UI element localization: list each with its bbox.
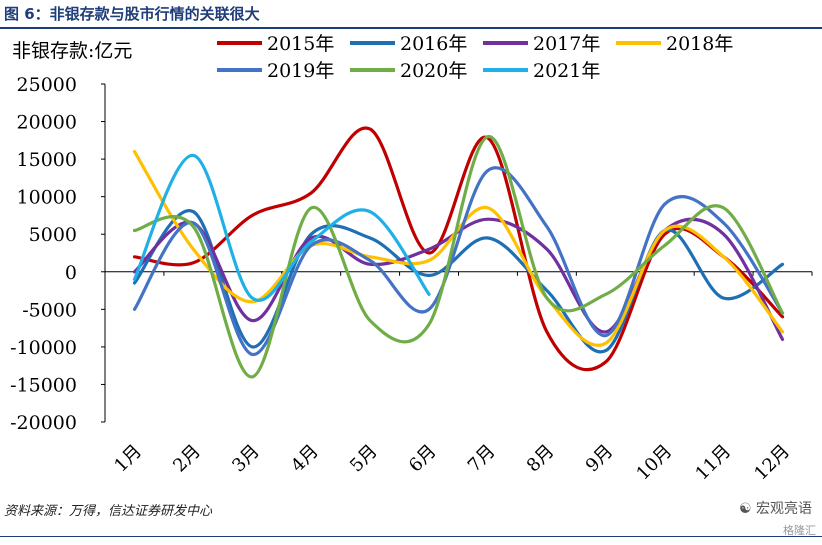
legend-label: 2021年 [533,60,600,82]
series-line-2015年 [132,126,785,372]
x-tick-label: 5月 [346,441,382,477]
x-tick-label: 2月 [169,441,205,477]
legend-label: 2016年 [400,33,467,55]
watermark-text: 宏观亮语 [756,501,812,517]
legend-label: 2018年 [666,33,733,55]
figure-title: 图 6：非银存款与股市行情的关联很大 [4,5,260,23]
series-line-2018年 [132,150,785,347]
axis-layer: 25000 20000 15000 10000 5000 0 -5000 -10000 -150… [10,74,813,485]
x-tick-label: 3月 [228,441,264,477]
watermark: ☯ 宏观亮语 [739,498,812,518]
series-line-2020年 [132,135,785,379]
wechat-icon: ☯ [738,501,752,517]
series-layer [132,126,785,379]
legend-label: 2019年 [267,60,334,82]
legend-label: 2017年 [533,33,600,55]
y-tick-label: 0 [65,262,77,284]
series-line-2021年 [132,153,431,302]
legend: 2015年 2016年 2017年 2018年 2019年 2020年 2021年 [217,33,733,82]
y-tick-label: 5000 [29,224,77,246]
y-tick-label: -20000 [10,412,77,434]
x-tick-label: 11月 [691,441,735,485]
x-tick-label: 6月 [405,441,441,477]
y-tick-label: -15000 [10,374,77,396]
y-tick-label: 10000 [17,187,77,209]
source-note: 资料来源：万得，信达证券研发中心 [4,504,213,519]
title-rule [0,27,822,29]
y-tick-label: -5000 [22,299,77,321]
bottom-rule [0,536,822,537]
y-tick-label: 15000 [17,149,77,171]
x-tick-label: 10月 [632,441,676,485]
watermark-sub: 格隆汇 [783,524,816,537]
x-tick-label: 7月 [464,441,500,477]
unit-label: 非银存款:亿元 [12,40,132,62]
legend-label: 2020年 [400,60,467,82]
series-line-2017年 [132,217,785,341]
y-tick-label: 20000 [17,112,77,134]
x-tick-label: 9月 [582,441,618,477]
series-line-2019年 [132,166,785,356]
x-tick-label: 1月 [110,441,146,477]
x-tick-label: 12月 [750,441,794,485]
y-tick-label: -10000 [10,337,77,359]
legend-label: 2015年 [267,33,334,55]
x-tick-label: 8月 [523,441,559,477]
x-tick-label: 4月 [287,441,323,477]
y-tick-label: 25000 [17,74,77,96]
